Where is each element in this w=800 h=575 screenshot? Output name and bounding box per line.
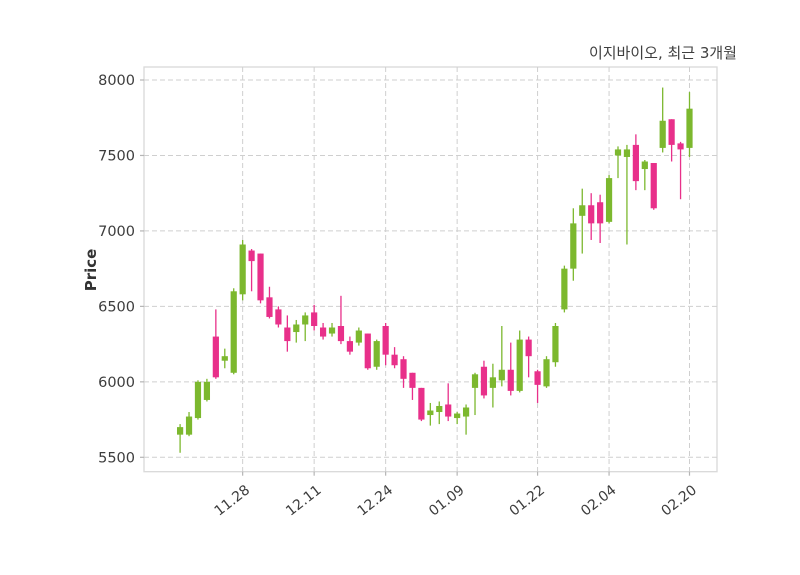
candle-body-down: [400, 359, 407, 379]
candle-body-down: [284, 327, 291, 342]
candle-body-down: [382, 325, 389, 355]
candle-body-up: [614, 149, 622, 156]
x-tick-label: 02.20: [659, 482, 700, 519]
candle-body-down: [507, 369, 514, 391]
candle-body-up: [230, 291, 237, 373]
candle-body-down: [391, 354, 398, 366]
candle-body-down: [480, 366, 488, 396]
candle-body-down: [266, 297, 273, 317]
candle-body-down: [632, 144, 639, 182]
candle-body-up: [203, 381, 211, 400]
candle-body-down: [677, 143, 684, 150]
candle-body-up: [293, 324, 300, 333]
candle-body-up: [561, 268, 568, 310]
y-tick-label: 7500: [98, 149, 135, 165]
y-tick-label: 6000: [98, 375, 135, 391]
x-tick-label: 01.09: [426, 482, 467, 519]
candle-body-down: [525, 339, 532, 357]
chart-title: 이지바이오, 최근 3개월: [588, 44, 737, 62]
candle-body-up: [579, 205, 586, 216]
y-tick-label: 7000: [98, 224, 135, 240]
candle-body-up: [355, 330, 362, 343]
candle-body-up: [194, 381, 202, 419]
x-tick-label: 12.24: [355, 482, 397, 519]
candle-body-up: [623, 149, 631, 157]
x-tick-label: 12.11: [283, 482, 324, 519]
y-tick-label: 5500: [98, 450, 135, 466]
candle-body-down: [445, 404, 452, 417]
candle-body-down: [212, 336, 219, 378]
candle-body-down: [534, 371, 541, 385]
candle-body-up: [489, 377, 496, 388]
candle-body-up: [659, 120, 666, 148]
candle-body-up: [427, 410, 434, 416]
candle-body-up: [436, 405, 443, 413]
candle-body-up: [552, 325, 559, 363]
candle-body-up: [570, 223, 577, 269]
candle-body-up: [605, 178, 613, 222]
candle-body-up: [471, 374, 479, 388]
candle-body-down: [346, 341, 353, 352]
y-axis-label: Price: [82, 248, 100, 292]
candle-body-up: [498, 369, 505, 381]
x-tick-label: 11.28: [212, 482, 253, 519]
y-tick-label: 6500: [98, 299, 135, 315]
candle-body-down: [650, 163, 657, 209]
candle-body-down: [597, 202, 604, 224]
candle-body-up: [373, 341, 380, 367]
candle-body-up: [462, 407, 470, 417]
candle-body-up: [516, 339, 523, 391]
candle-body-down: [319, 327, 327, 337]
candle-body-down: [337, 325, 345, 342]
candle-body-up: [686, 108, 693, 148]
candle-body-down: [311, 312, 318, 326]
candle-body-up: [543, 359, 550, 387]
candle-body-up: [328, 327, 336, 334]
candle-body-up: [221, 356, 228, 361]
candle-body-up: [185, 416, 193, 435]
candle-body-down: [418, 387, 425, 420]
candle-body-up: [641, 161, 648, 170]
candle-body-down: [257, 253, 264, 301]
candle-body-up: [302, 315, 309, 325]
candle-body-down: [588, 205, 595, 224]
candle-body-down: [668, 119, 675, 145]
candle-body-up: [454, 413, 461, 419]
y-tick-label: 8000: [98, 73, 135, 89]
candle-body-down: [364, 333, 371, 369]
x-tick-label: 01.22: [507, 482, 548, 519]
candle-body-down: [248, 250, 255, 262]
candle-body-down: [275, 309, 282, 325]
candle-body-down: [409, 372, 416, 388]
x-tick-label: 02.04: [578, 482, 620, 519]
candle-body-up: [239, 244, 246, 295]
candle-body-up: [176, 427, 184, 435]
